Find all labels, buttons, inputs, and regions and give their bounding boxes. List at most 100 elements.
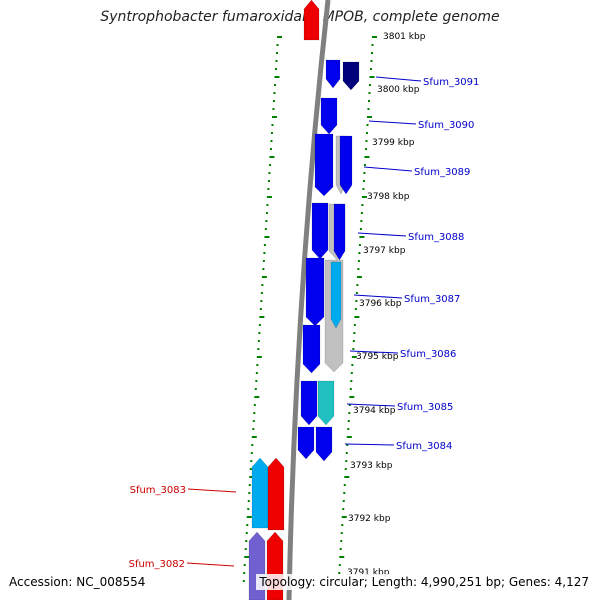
gene-labels-layer: Sfum_3091 Sfum_3090 Sfum_3089 Sfum_3088 Sfum…	[129, 76, 479, 570]
tick-dot	[345, 452, 348, 454]
tick-dot	[256, 356, 262, 358]
tick-dot	[265, 220, 268, 222]
tick-dot	[273, 84, 276, 86]
tick-dot	[250, 460, 253, 462]
gene-feature	[303, 0, 320, 41]
tick-dot	[355, 292, 358, 294]
tick-dot	[371, 44, 374, 46]
tick-dot	[269, 156, 275, 158]
tick-dot	[258, 332, 261, 334]
ruler-label: 3796 kbp	[359, 299, 402, 309]
tick-dot	[344, 476, 350, 478]
tick-dot	[344, 468, 347, 470]
tick-dot	[365, 140, 368, 142]
tick-dot	[343, 492, 346, 494]
gene-label-leader	[344, 443, 395, 446]
tick-dot	[363, 172, 366, 174]
tick-dot	[257, 340, 260, 342]
tick-dot	[253, 412, 256, 414]
gene-label: Sfum_3088	[408, 232, 464, 243]
ruler-label: 3798 kbp	[367, 192, 410, 202]
gene-label-leader	[353, 294, 403, 299]
tick-dot	[260, 292, 263, 294]
gene-label-leader	[368, 120, 417, 125]
tick-dot	[270, 140, 273, 142]
tick-dot	[269, 148, 272, 150]
tick-dot	[276, 44, 279, 46]
tick-dot	[350, 380, 353, 382]
gene-label: Sfum_3091	[423, 77, 479, 88]
tick-dot	[274, 68, 277, 70]
tick-dot	[249, 468, 252, 470]
tick-dot	[351, 356, 357, 358]
tick-dot	[277, 36, 282, 38]
tick-dot	[340, 540, 343, 542]
ruler-label: 3800 kbp	[377, 85, 420, 95]
tick-dot	[262, 268, 265, 270]
tick-dot	[255, 372, 258, 374]
gene-feature	[315, 426, 333, 462]
tick-dot	[351, 364, 354, 366]
tick-dot	[259, 316, 265, 318]
ruler-label: 3795 kbp	[356, 352, 399, 362]
tick-dot	[242, 580, 245, 582]
gene-label: Sfum_3090	[418, 120, 474, 131]
tick-dot	[251, 444, 254, 446]
gene-feature	[325, 59, 341, 89]
tick-dot	[259, 308, 262, 310]
tick-dot	[272, 108, 275, 110]
tick-dot	[248, 492, 251, 494]
ruler-labels-layer: 3801 kbp 3800 kbp 3799 kbp 3798 kbp 3797 kbp…	[347, 32, 426, 578]
topology-text: Topology: circular; Length: 4,990,251 bp…	[256, 574, 592, 590]
tick-dot	[255, 380, 258, 382]
tick-dot	[359, 228, 362, 230]
tick-dot	[258, 324, 261, 326]
tick-dot	[268, 172, 271, 174]
gene-label: Sfum_3089	[414, 167, 470, 178]
tick-dot	[349, 396, 355, 398]
tick-dot	[257, 348, 260, 350]
tick-dot	[264, 228, 267, 230]
tick-dot	[256, 364, 259, 366]
tick-dot	[243, 572, 246, 574]
gene-label-leader	[357, 232, 407, 237]
gene-label: Sfum_3085	[397, 402, 453, 413]
tick-dot	[347, 428, 350, 430]
tick-dot	[341, 524, 344, 526]
tick-dot	[345, 460, 348, 462]
tick-dot	[263, 252, 266, 254]
tick-dot	[357, 260, 360, 262]
tick-dot	[356, 284, 359, 286]
tick-dot	[244, 548, 247, 550]
gene-feature	[333, 203, 346, 261]
tick-dot	[271, 124, 274, 126]
tick-dot	[359, 236, 365, 238]
backbone-line	[286, 0, 331, 600]
tick-dot	[275, 52, 278, 54]
tick-dot	[367, 100, 370, 102]
tick-dot	[367, 108, 370, 110]
tick-dot	[361, 204, 364, 206]
tick-dot	[273, 92, 276, 94]
gene-feature	[251, 457, 269, 529]
gene-feature	[267, 457, 285, 531]
tick-dot	[343, 484, 346, 486]
gene-label-leader	[186, 562, 235, 567]
tick-dot	[245, 532, 248, 534]
tick-dot	[346, 444, 349, 446]
tick-dot	[246, 524, 249, 526]
ruler-label: 3791 kbp	[347, 568, 390, 578]
tick-dot	[338, 572, 341, 574]
tick-dots-layer	[242, 36, 377, 582]
tick-dot	[245, 540, 248, 542]
gene-feature	[339, 135, 353, 195]
tick-dot	[363, 164, 366, 166]
tick-dot	[347, 420, 350, 422]
tick-dot	[252, 420, 255, 422]
tick-dot	[244, 556, 250, 558]
tick-dot	[261, 276, 267, 278]
gene-feature	[330, 261, 342, 329]
tick-dot	[353, 324, 356, 326]
tick-dot	[362, 180, 365, 182]
tick-dot	[369, 68, 372, 70]
